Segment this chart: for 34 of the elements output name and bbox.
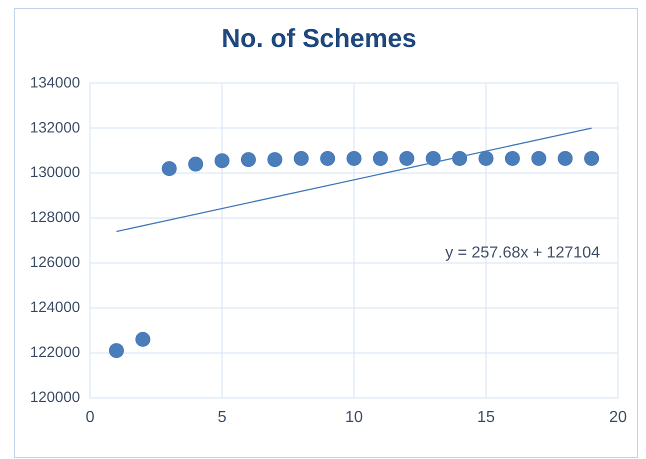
- point: [584, 150, 600, 166]
- x-tick-label: 20: [609, 408, 627, 426]
- point: [399, 150, 414, 166]
- point: [267, 152, 282, 168]
- x-tick-label: 5: [218, 408, 227, 426]
- y-tick-label: 120000: [30, 388, 80, 406]
- y-tick-label: 124000: [30, 299, 80, 316]
- point: [135, 332, 150, 347]
- point: [504, 150, 520, 166]
- y-tick-label: 132000: [30, 119, 80, 136]
- point: [320, 150, 336, 166]
- point: [188, 156, 204, 172]
- y-tick-label: 134000: [30, 74, 80, 92]
- y-tick-label: 122000: [30, 344, 80, 361]
- annotation: y = 257.68x + 127104: [445, 244, 600, 262]
- x-tick-label: 10: [345, 408, 364, 426]
- point: [294, 150, 309, 166]
- point: [214, 153, 230, 168]
- point: [162, 161, 177, 176]
- point: [558, 150, 573, 166]
- y-tick-label: 130000: [30, 164, 80, 182]
- point: [426, 150, 441, 166]
- x-tick-label: 15: [477, 408, 496, 426]
- point: [478, 150, 494, 166]
- x-tick-label: 0: [86, 408, 95, 426]
- point: [346, 150, 362, 166]
- point: [452, 150, 468, 166]
- y-tick-label: 128000: [30, 209, 80, 226]
- point: [240, 152, 256, 168]
- point: [372, 150, 388, 166]
- point: [108, 343, 124, 358]
- point: [531, 150, 546, 166]
- y-tick-label: 126000: [30, 254, 80, 272]
- chart-title: No. of Schemes: [221, 22, 417, 53]
